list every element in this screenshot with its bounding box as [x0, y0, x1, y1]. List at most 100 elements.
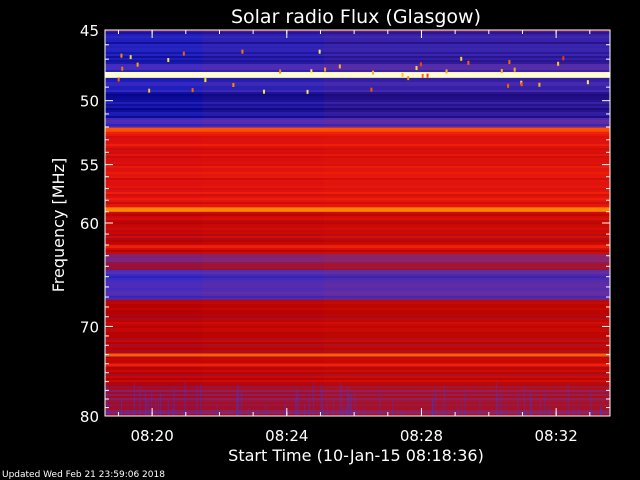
frequency-channel [105, 244, 610, 246]
interference-streak [343, 406, 345, 416]
interference-streak [304, 404, 306, 416]
interference-streak [401, 411, 403, 416]
interference-streak [392, 402, 394, 416]
interference-streak [155, 400, 157, 416]
frequency-channel [105, 330, 610, 332]
frequency-channel [105, 256, 610, 258]
interference-streak [495, 382, 497, 416]
interference-streak [172, 406, 174, 416]
frequency-channel [105, 132, 610, 134]
frequency-channel [105, 336, 610, 338]
frequency-channel [105, 110, 610, 112]
frequency-channel [105, 126, 610, 128]
frequency-channel [105, 170, 610, 172]
frequency-channel [105, 338, 610, 340]
interference-streak [354, 391, 356, 416]
frequency-channel [105, 366, 610, 368]
frequency-channel [105, 198, 610, 200]
interference-streak [346, 386, 348, 416]
rfi-speck [500, 69, 503, 74]
interference-streak [544, 393, 546, 416]
frequency-channel [105, 232, 610, 234]
rfi-speck [520, 82, 523, 87]
frequency-channel [105, 156, 610, 158]
frequency-channel [105, 120, 610, 122]
interference-streak [339, 382, 341, 416]
frequency-channel [105, 202, 610, 204]
frequency-channel [105, 118, 610, 120]
interference-streak [108, 405, 110, 416]
frequency-channel [105, 40, 610, 42]
interference-streak [379, 391, 381, 416]
frequency-channel [105, 362, 610, 364]
frequency-channel [105, 286, 610, 288]
frequency-channel [105, 164, 610, 166]
frequency-channel [105, 322, 610, 324]
interference-streak [525, 412, 527, 416]
frequency-channel [105, 136, 610, 138]
interference-streak [132, 410, 134, 416]
frequency-channel [105, 368, 610, 370]
y-axis: 45 50 55 60 70 80 [80, 22, 610, 426]
frequency-channel [105, 46, 610, 48]
frequency-channel [105, 284, 610, 286]
interference-streak [600, 406, 602, 416]
y-tick-label: 55 [80, 157, 99, 175]
rfi-speck [513, 67, 516, 72]
y-tick-label: 70 [80, 318, 99, 336]
rfi-speck [148, 88, 151, 93]
x-axis-label: Start Time (10-Jan-15 08:18:36) [228, 446, 484, 465]
interference-streak [182, 412, 184, 416]
frequency-channel [105, 188, 610, 190]
interference-streak [308, 395, 310, 416]
frequency-channel [105, 212, 610, 214]
interference-streak [184, 381, 186, 416]
frequency-channel [105, 376, 610, 378]
interference-streak [236, 395, 238, 416]
interference-streak [322, 407, 324, 416]
interference-streak [441, 403, 443, 416]
frequency-channel [105, 318, 610, 320]
frequency-channel [105, 348, 610, 350]
frequency-channel [105, 96, 610, 98]
frequency-channel [105, 242, 610, 244]
frequency-channel [105, 122, 610, 124]
interference-streak [139, 386, 141, 416]
frequency-channel [105, 66, 610, 68]
frequency-channel [105, 196, 610, 198]
frequency-channel [105, 146, 610, 148]
frequency-channel [105, 300, 610, 302]
rfi-speck [415, 66, 418, 71]
frequency-channel [105, 108, 610, 110]
frequency-channel [105, 290, 610, 292]
frequency-channel [105, 404, 610, 406]
frequency-channel [105, 314, 610, 316]
frequency-channel [105, 152, 610, 154]
rfi-speck [467, 60, 470, 65]
interference-streak [431, 398, 433, 416]
frequency-channel [105, 160, 610, 162]
rfi-speck [426, 73, 429, 78]
interference-streak [237, 386, 239, 416]
frequency-channel [105, 192, 610, 194]
frequency-channel [105, 178, 610, 180]
rfi-speck [182, 51, 185, 56]
frequency-channel [105, 204, 610, 206]
interference-streak [349, 394, 351, 416]
interference-streak [160, 393, 162, 416]
x-tick-label: 08:32 [535, 427, 578, 445]
frequency-channel [105, 288, 610, 290]
frequency-channel [105, 382, 610, 384]
frequency-channel [105, 154, 610, 156]
interference-streak [333, 396, 335, 416]
frequency-channel [105, 112, 610, 114]
frequency-channel [105, 142, 610, 144]
frequency-channel [105, 414, 610, 416]
frequency-channel [105, 396, 610, 398]
rfi-speck [167, 58, 170, 63]
rfi-speck [562, 56, 565, 61]
interference-streak [540, 401, 542, 416]
interference-streak [457, 407, 459, 416]
interference-streak [236, 384, 238, 416]
